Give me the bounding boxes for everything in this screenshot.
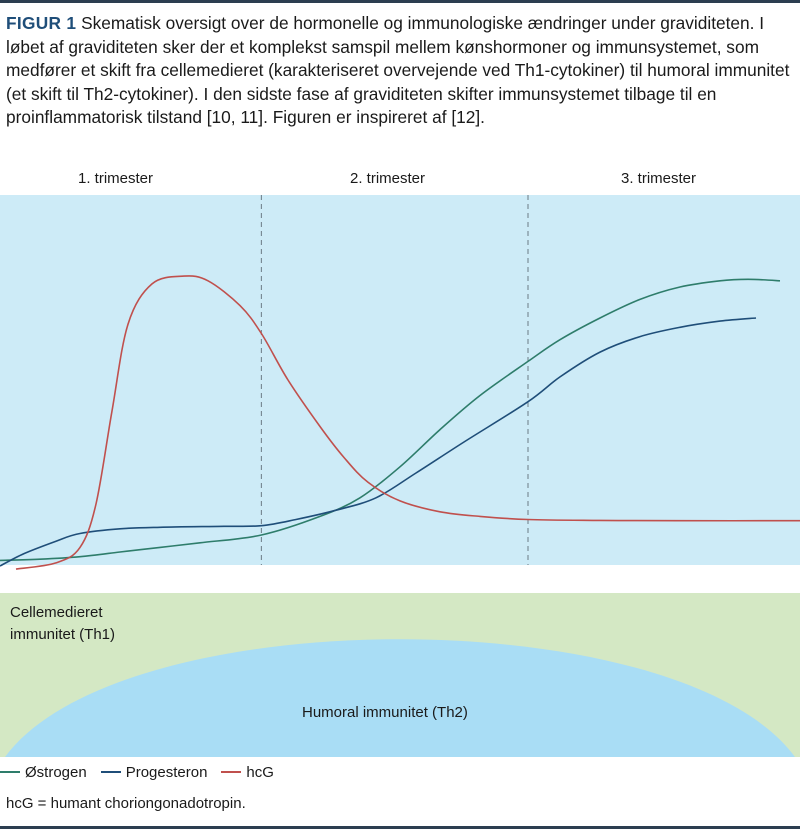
legend-item-oestrogen: Østrogen (0, 764, 87, 781)
humoral-label: Humoral immunitet (Th2) (302, 704, 468, 721)
legend-label-hcg: hcG (246, 763, 274, 781)
trimester-label-3: 3. trimester (621, 170, 697, 187)
legend: Østrogen Progesteron hcG (0, 762, 288, 782)
figure-label: FIGUR 1 (6, 13, 77, 33)
legend-label-oestrogen: Østrogen (25, 763, 87, 781)
humoral-immunity-dome (5, 639, 795, 757)
caption-text: Skematisk oversigt over de hormonelle og… (6, 13, 790, 127)
cell-mediated-line-2: immunitet (Th1) (10, 626, 116, 643)
top-rule (0, 0, 800, 3)
legend-label-progesteron: Progesteron (125, 763, 208, 781)
trimester-label-2: 2. trimester (350, 170, 426, 187)
legend-swatch-hcg (221, 771, 242, 773)
trimester-label-1: 1. trimester (78, 170, 154, 187)
footnote: hcG = humant choriongonadotropin. (6, 795, 246, 812)
figure-caption: FIGUR 1 Skematisk oversigt over de hormo… (6, 12, 796, 130)
cell-mediated-label: Cellemedieret immunitet (Th1) (10, 602, 115, 646)
series-line-hcg (15, 275, 800, 570)
cell-mediated-line-1: Cellemedieret (10, 604, 103, 621)
legend-item-progesteron: Progesteron (100, 763, 208, 781)
series-line--strogen (0, 278, 781, 562)
legend-swatch-oestrogen (0, 771, 20, 773)
legend-swatch-progesteron (100, 771, 121, 773)
bottom-rule (0, 826, 800, 829)
legend-item-hcg: hcG (221, 764, 274, 781)
plot-background (0, 195, 800, 565)
series-line-progesteron (0, 317, 757, 567)
